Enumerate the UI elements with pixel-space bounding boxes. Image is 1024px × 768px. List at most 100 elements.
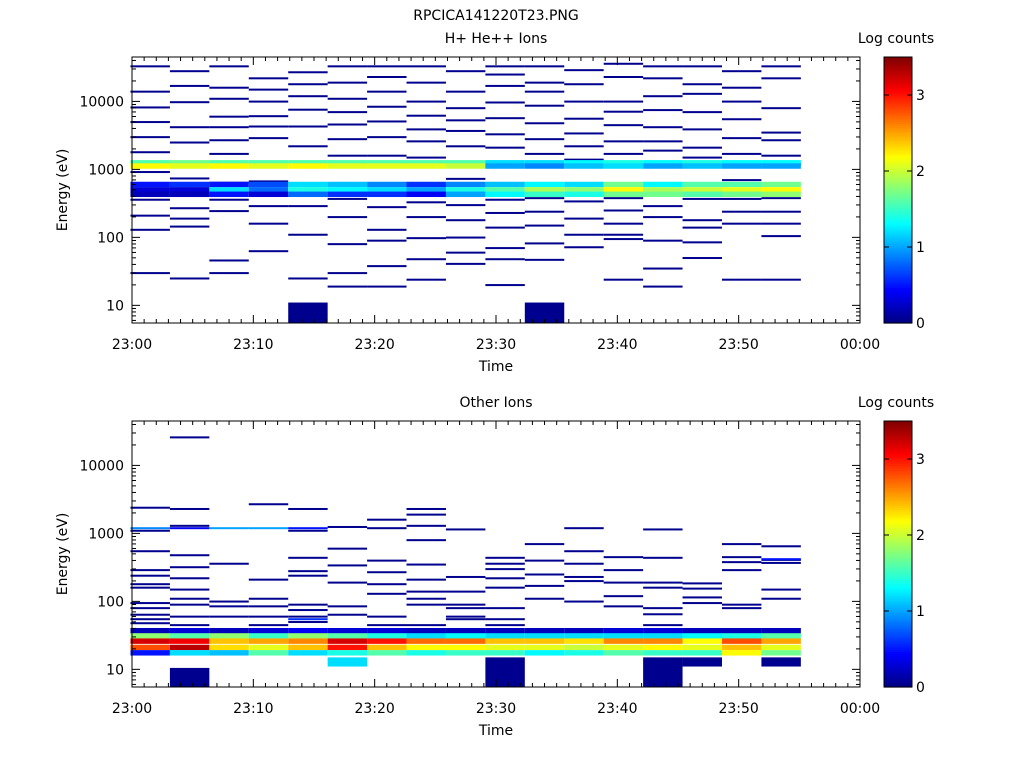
band-cell [643, 644, 683, 651]
band-cell [248, 163, 289, 169]
colorbar-step [884, 201, 912, 204]
heatmap-cell [248, 527, 289, 530]
colorbar-step [884, 283, 912, 286]
band-cell [643, 650, 683, 656]
heatmap-cell [524, 584, 565, 587]
colorbar-step [884, 263, 912, 266]
heatmap-cell [721, 278, 762, 281]
colorbar-step [884, 483, 912, 486]
heatmap-cell [643, 586, 683, 589]
heatmap-cell [248, 222, 289, 225]
band-cell [524, 644, 565, 651]
colorbar-step [884, 434, 912, 438]
heatmap-cell [169, 597, 210, 600]
heatmap-cell [248, 578, 289, 581]
band-cell [524, 181, 565, 188]
colorbar-step [884, 214, 912, 218]
band-cell [761, 163, 801, 169]
colorbar-step [884, 680, 912, 684]
band-cell [209, 163, 249, 169]
colorbar-tick-label: 0 [916, 680, 925, 696]
colorbar-step [884, 678, 912, 681]
colorbar-step [884, 296, 912, 300]
colorbar-step [884, 647, 912, 650]
heatmap-cell [130, 569, 170, 572]
colorbar-step [884, 682, 912, 686]
x-tick-label: 23:20 [354, 337, 394, 353]
colorbar-step [884, 165, 912, 169]
heatmap-cell [643, 65, 683, 68]
colorbar-step [884, 443, 912, 446]
colorbar-step [884, 272, 912, 275]
band-cell [564, 163, 604, 169]
colorbar-step [884, 243, 912, 247]
band-cell [248, 181, 289, 188]
heatmap-cell [643, 657, 683, 687]
y-tick-label: 1000 [88, 162, 124, 178]
band-cell [367, 644, 407, 651]
heatmap-cell [761, 77, 801, 80]
colorbar-step [884, 265, 912, 269]
colorbar-step [884, 187, 912, 191]
colorbar-step [884, 669, 912, 673]
colorbar-step [884, 624, 912, 628]
colorbar-step [884, 421, 912, 424]
colorbar-step [884, 465, 912, 469]
heatmap-cell [761, 131, 801, 134]
band-cell [485, 187, 525, 193]
colorbar-tick-label: 1 [916, 240, 925, 256]
band-cell [130, 191, 170, 198]
heatmap-cell [209, 152, 249, 155]
heatmap-cell [603, 605, 644, 608]
colorbar-step [884, 190, 912, 193]
heatmap-cell [603, 100, 644, 103]
band-cell [603, 644, 644, 651]
y-axis-label: Energy (eV) [55, 149, 71, 232]
heatmap-cell [130, 90, 170, 93]
colorbar-step [884, 205, 912, 209]
band-cell [367, 628, 407, 634]
heatmap-cell [406, 278, 446, 281]
band-cell [248, 160, 289, 166]
band-cell [209, 160, 249, 166]
heatmap-cell [603, 278, 644, 281]
heatmap-cell [130, 198, 170, 201]
band-cell [288, 628, 328, 634]
colorbar-step [884, 245, 912, 249]
colorbar-step [884, 90, 912, 94]
band-cell [721, 160, 762, 166]
heatmap-cell [288, 529, 328, 532]
heatmap-cell [643, 528, 683, 531]
colorbar-step [884, 498, 912, 502]
colorbar-step [884, 536, 912, 540]
heatmap-cell [327, 138, 368, 141]
heatmap-cell [761, 657, 801, 667]
colorbar-step [884, 289, 912, 293]
colorbar-step [884, 198, 912, 202]
heatmap-cell [130, 529, 170, 532]
band-cell [327, 633, 368, 639]
colorbar-step [884, 81, 912, 85]
heatmap-cell [721, 607, 762, 610]
band-cell [130, 187, 170, 193]
heatmap-cell [130, 527, 170, 530]
band-cell [643, 163, 683, 169]
band-cell [169, 628, 210, 634]
heatmap-cell [130, 121, 170, 124]
heatmap-cell [682, 241, 722, 244]
colorbar-step [884, 74, 912, 78]
band-cell [445, 633, 486, 639]
colorbar-step [884, 573, 912, 577]
colorbar-step [884, 638, 912, 642]
heatmap-cell [761, 222, 801, 225]
x-tick-label: 00:00 [840, 701, 880, 717]
colorbar-step [884, 152, 912, 156]
heatmap-cell [209, 615, 249, 618]
heatmap-cell [721, 556, 762, 559]
colorbar-step [884, 531, 912, 535]
heatmap-cell [564, 117, 604, 120]
band-cell [327, 191, 368, 198]
colorbar-step [884, 640, 912, 644]
colorbar-step [884, 500, 912, 504]
colorbar-step [884, 438, 912, 442]
